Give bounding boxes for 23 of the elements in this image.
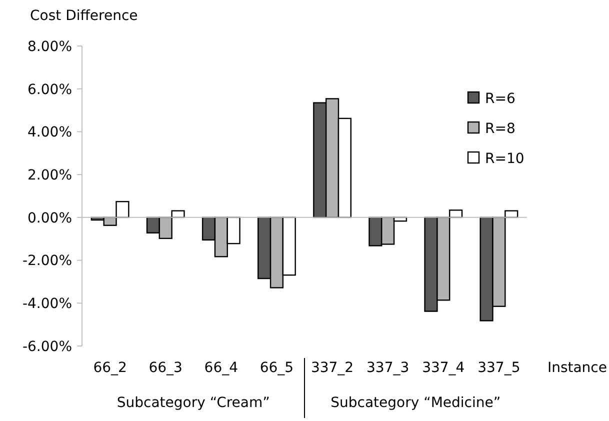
x-tick-label: 66_2	[93, 360, 127, 376]
y-tick-label: 2.00%	[28, 167, 72, 184]
x-tick-label: 337_4	[422, 360, 465, 376]
text: Subcategory “Cream”	[116, 395, 270, 411]
y-tick-label: 0.00%	[28, 210, 72, 226]
legend-label: R=6	[485, 90, 516, 107]
x-tick-label: 66_3	[148, 360, 182, 376]
x-tick-label: 337_3	[366, 360, 410, 376]
x-axis-title: Instance	[547, 360, 607, 376]
y-tick-label: -4.00%	[22, 296, 72, 312]
y-tick-label: 6.00%	[28, 82, 72, 98]
x-tick-label: 66_4	[204, 360, 238, 376]
legend-label: R=10	[485, 150, 524, 167]
legend-label: R=8	[485, 120, 516, 137]
y-tick-label: -2.00%	[22, 253, 72, 270]
text: Subcategory “Medicine”	[330, 395, 501, 411]
y-axis-title: Cost Difference	[30, 8, 138, 24]
y-tick-label: 8.00%	[28, 38, 72, 55]
x-tick-label: 337_2	[310, 360, 354, 376]
y-tick-label: 4.00%	[28, 124, 72, 141]
x-tick-label: 66_5	[260, 360, 294, 376]
x-tick-label: 337_5	[478, 360, 520, 376]
y-tick-label: -6.00%	[22, 338, 72, 355]
